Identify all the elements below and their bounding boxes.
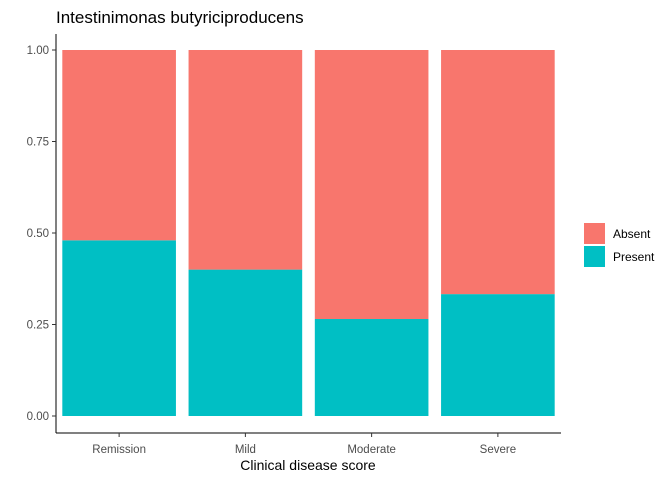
x-tick-label: Mild	[235, 444, 256, 456]
y-tick-label: 0.50	[27, 228, 49, 240]
bar-present-remission	[62, 240, 176, 416]
x-tick-label: Moderate	[347, 444, 396, 456]
legend-swatch-absent	[584, 223, 605, 244]
bar-absent-moderate	[314, 50, 429, 320]
x-tick-label: Remission	[92, 444, 146, 456]
legend-label-present: Present	[613, 250, 655, 264]
y-tick-label: 1.00	[27, 45, 49, 57]
legend: Absent Present	[584, 223, 655, 267]
bar-present-severe	[441, 294, 555, 416]
bar-absent-mild	[188, 50, 303, 270]
bar-absent-remission	[62, 50, 176, 241]
legend-label-absent: Absent	[613, 227, 651, 241]
chart-title: Intestinimonas butyriciproducens	[56, 8, 304, 27]
x-axis-ticks: Remission Mild Moderate Severe	[92, 433, 516, 456]
y-tick-label: 0.75	[27, 137, 49, 149]
legend-swatch-present	[584, 246, 605, 267]
y-tick-label: 0.00	[27, 411, 49, 423]
bar-present-mild	[188, 269, 303, 416]
bars-group	[62, 50, 555, 416]
y-tick-label: 0.25	[27, 320, 49, 332]
y-axis-ticks: 0.00 0.25 0.50 0.75 1.00	[27, 45, 56, 423]
bar-absent-severe	[441, 50, 555, 295]
x-tick-label: Severe	[480, 444, 516, 456]
x-axis-title: Clinical disease score	[240, 457, 376, 473]
bar-present-moderate	[314, 319, 429, 416]
